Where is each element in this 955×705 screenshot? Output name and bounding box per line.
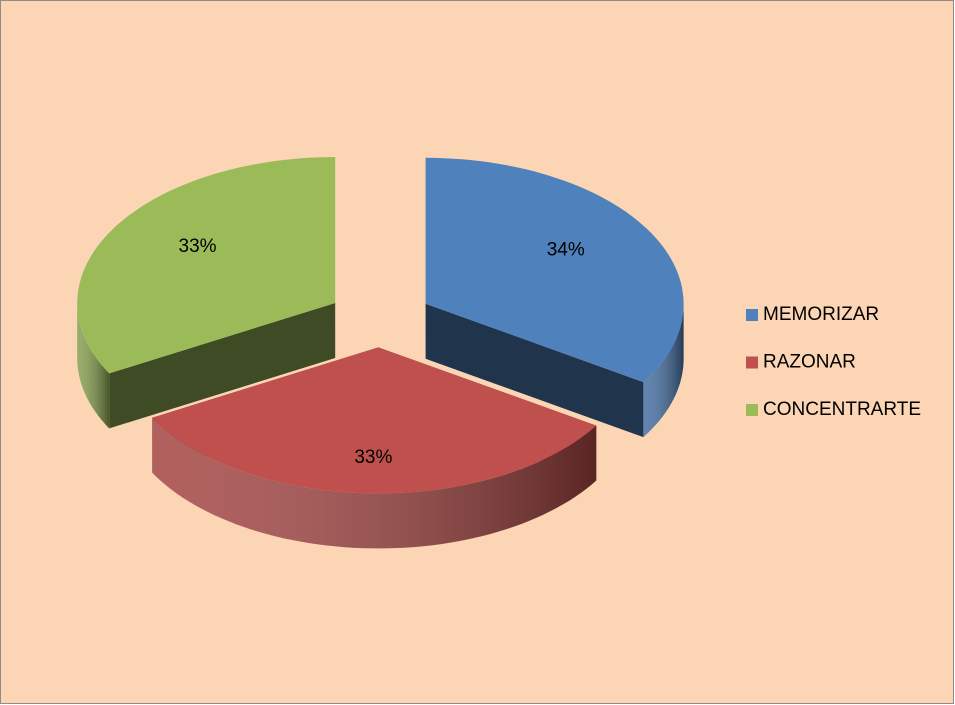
slice — [77, 157, 336, 374]
legend-label: MEMORIZAR — [763, 304, 879, 325]
slice — [152, 347, 597, 494]
slice-side — [109, 303, 336, 429]
slice — [425, 157, 684, 383]
legend-swatch — [746, 309, 758, 321]
legend: MEMORIZAR RAZONAR CONCENTRARTE — [746, 304, 921, 420]
legend-label: CONCENTRARTE — [763, 399, 921, 420]
slice-side — [425, 303, 644, 438]
pie: 34% 33% 33% — [77, 157, 684, 549]
slice-side-shade — [152, 417, 597, 549]
slice-side-shade — [77, 303, 110, 429]
data-label: 34% — [547, 240, 585, 261]
data-label: 33% — [179, 236, 217, 257]
slice-side-shade — [643, 303, 684, 438]
data-label: 33% — [354, 447, 392, 468]
legend-label: RAZONAR — [763, 352, 856, 373]
legend-swatch — [746, 356, 758, 369]
legend-swatch — [746, 404, 758, 416]
